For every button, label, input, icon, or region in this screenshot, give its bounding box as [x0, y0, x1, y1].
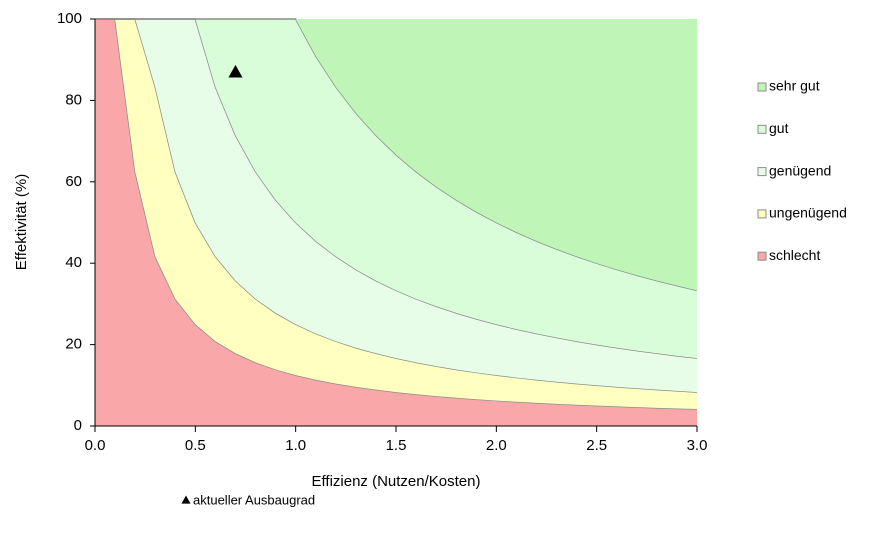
- legend-swatch: [757, 124, 767, 134]
- marker: [228, 64, 243, 78]
- x-tick-label: 1.0: [285, 437, 306, 454]
- x-tick-label: 2.0: [486, 437, 507, 454]
- legend-label: sehr gut: [769, 78, 820, 94]
- legend-swatch: [757, 82, 767, 92]
- y-tick-label: 80: [65, 91, 82, 108]
- area: [95, 19, 697, 426]
- legend-label: schlecht: [769, 247, 820, 263]
- area: [95, 19, 697, 410]
- y-tick-label: 20: [65, 336, 82, 353]
- legend-swatch: [757, 209, 767, 219]
- x-tick-label: 0.5: [185, 437, 206, 454]
- y-tick-label: 100: [57, 10, 82, 27]
- area: [95, 19, 697, 291]
- x-tick-label: 1.5: [386, 437, 407, 454]
- legend-label: genügend: [769, 162, 831, 178]
- legend-label: gut: [769, 120, 789, 136]
- area: [95, 19, 697, 393]
- legend-label: aktueller Ausbaugrad: [193, 492, 315, 507]
- x-axis-label: Effizienz (Nutzen/Kosten): [312, 473, 481, 490]
- legend-label: ungenügend: [769, 205, 847, 221]
- y-axis-label: Effektivität (%): [13, 174, 30, 270]
- legend-swatch: [757, 167, 767, 177]
- x-tick-label: 3.0: [687, 437, 708, 454]
- area: [95, 19, 697, 359]
- y-tick-label: 0: [74, 417, 82, 434]
- y-tick-label: 40: [65, 254, 82, 271]
- y-tick-label: 60: [65, 173, 82, 190]
- x-tick-label: 0.0: [85, 437, 106, 454]
- legend-marker: [181, 495, 191, 504]
- x-tick-label: 2.5: [586, 437, 607, 454]
- legend-swatch: [757, 251, 767, 261]
